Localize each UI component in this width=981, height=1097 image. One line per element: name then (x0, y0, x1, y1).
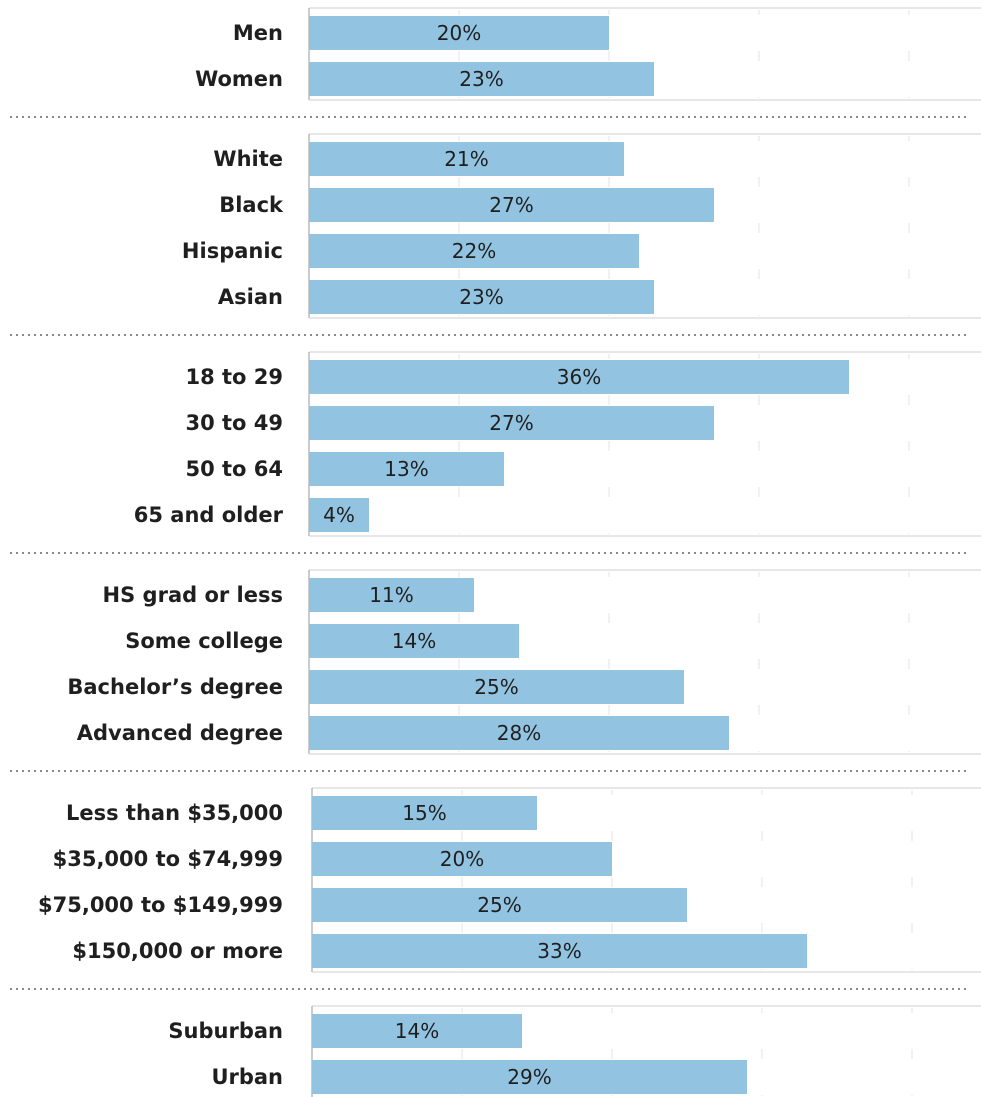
bar (309, 406, 714, 440)
category-label: Asian (218, 285, 283, 309)
data-label: 20% (437, 21, 481, 45)
category-label: 30 to 49 (185, 411, 283, 435)
category-label: Advanced degree (77, 721, 283, 745)
bar (309, 578, 474, 612)
category-label: Less than $35,000 (66, 801, 283, 825)
bar (309, 624, 519, 658)
category-label: Some college (125, 629, 283, 653)
category-label: Suburban (168, 1019, 283, 1043)
bar (309, 452, 504, 486)
bar (309, 188, 714, 222)
data-label: 14% (392, 629, 436, 653)
bar (309, 234, 639, 268)
category-label: Hispanic (182, 239, 283, 263)
category-label: Urban (211, 1065, 283, 1089)
category-label: Men (233, 21, 283, 45)
data-label: 28% (497, 721, 541, 745)
data-label: 25% (477, 893, 521, 917)
data-label: 27% (489, 193, 533, 217)
bar (309, 360, 849, 394)
bar (309, 280, 654, 314)
category-label: Women (195, 67, 283, 91)
bar (312, 1060, 747, 1094)
bar (309, 716, 729, 750)
bar (309, 498, 369, 532)
bar (309, 670, 684, 704)
category-label: $35,000 to $74,999 (53, 847, 283, 871)
bar (312, 1014, 522, 1048)
data-label: 33% (537, 939, 581, 963)
bar (312, 842, 612, 876)
data-label: 13% (384, 457, 428, 481)
category-label: $75,000 to $149,999 (38, 893, 283, 917)
bar (309, 142, 624, 176)
data-label: 21% (444, 147, 488, 171)
data-label: 4% (323, 503, 355, 527)
bar (312, 796, 537, 830)
data-label: 14% (395, 1019, 439, 1043)
bar (309, 62, 654, 96)
category-label: Bachelor’s degree (67, 675, 283, 699)
data-label: 23% (459, 285, 503, 309)
category-label: White (213, 147, 283, 171)
data-label: 23% (459, 67, 503, 91)
category-label: $150,000 or more (72, 939, 283, 963)
bar (312, 888, 687, 922)
category-label: HS grad or less (103, 583, 283, 607)
data-label: 15% (402, 801, 446, 825)
category-label: 18 to 29 (185, 365, 283, 389)
data-label: 36% (557, 365, 601, 389)
data-label: 29% (507, 1065, 551, 1089)
data-label: 25% (474, 675, 518, 699)
bar (312, 934, 807, 968)
data-label: 22% (452, 239, 496, 263)
bar (309, 16, 609, 50)
category-label: Black (219, 193, 284, 217)
data-label: 27% (489, 411, 533, 435)
data-label: 20% (440, 847, 484, 871)
data-label: 11% (369, 583, 413, 607)
category-label: 50 to 64 (185, 457, 283, 481)
category-label: 65 and older (134, 503, 284, 527)
